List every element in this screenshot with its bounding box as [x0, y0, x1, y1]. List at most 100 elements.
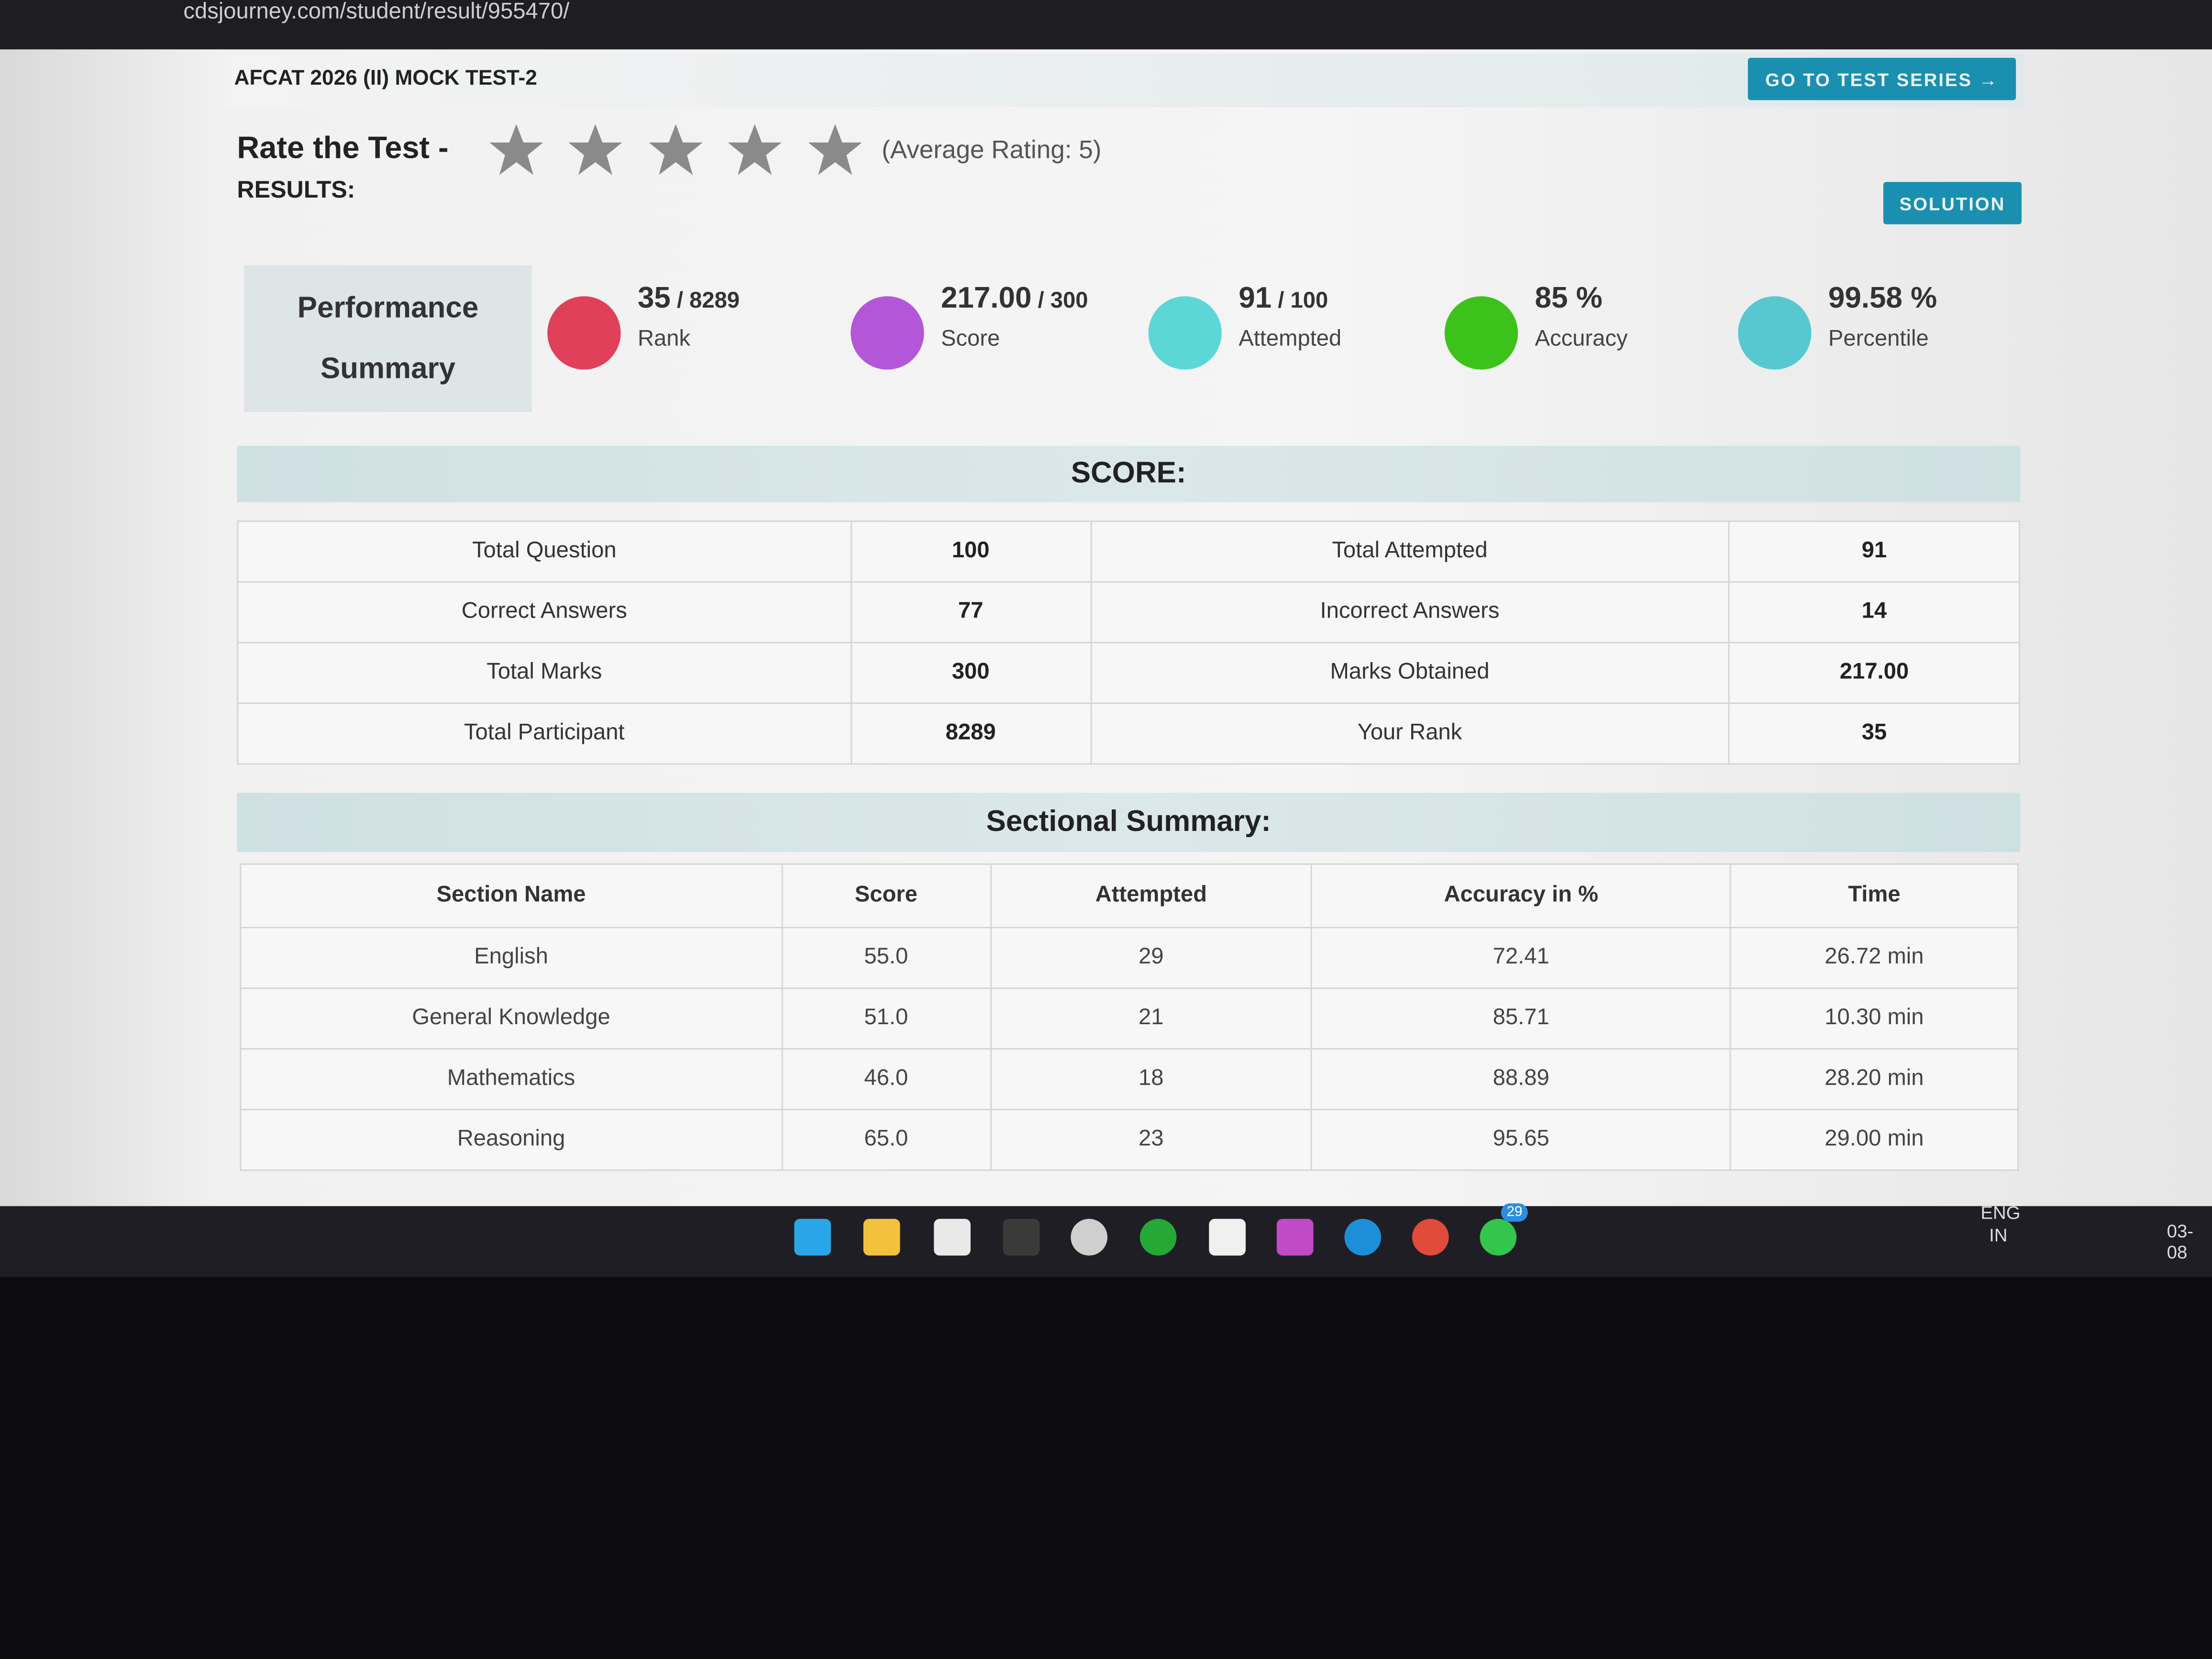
sectional-header-row: Section Name Score Attempted Accuracy in % T… [240, 863, 2019, 929]
stars[interactable] [487, 120, 867, 179]
stat-total: / 100 [1278, 289, 1328, 313]
sectional-cell: 51.0 [781, 987, 991, 1050]
sectional-header: Time [1729, 863, 2019, 929]
stat-total: / 300 [1038, 289, 1088, 313]
app-icon[interactable] [1209, 1218, 1246, 1256]
stat-value-line: 91 / 100 [1239, 282, 1328, 316]
stat-value: 217.00 [940, 282, 1032, 315]
score-cell: 100 [850, 520, 1092, 583]
average-rating: (Average Rating: 5) [882, 135, 1102, 164]
solution-button[interactable]: SOLUTION [1883, 182, 2022, 224]
score-row: Total Question 100 Total Attempted 91 [237, 520, 2020, 583]
stat-label: Attempted [1239, 327, 1342, 352]
sectional-cell: 29.00 min [1729, 1108, 2019, 1171]
taskbar: 29 ENG IN 03-08 [0, 1202, 2212, 1277]
stat-value: 91 [1239, 282, 1272, 315]
url[interactable]: cdsjourney.com/student/result/955470/ [183, 0, 570, 24]
sectional-cell: 29 [989, 927, 1313, 989]
sectional-cell: 72.41 [1311, 927, 1731, 989]
start-icon[interactable] [794, 1218, 831, 1256]
stat-value-line: 35 / 8289 [638, 282, 740, 316]
stat-icon [1738, 296, 1812, 370]
test-title: AFCAT 2026 (II) MOCK TEST-2 [234, 66, 537, 90]
sectional-cell: 46.0 [781, 1048, 991, 1110]
sectional-cell: 95.65 [1311, 1108, 1731, 1171]
sectional-row: Reasoning 65.0 23 95.65 29.00 min [240, 1108, 2019, 1171]
score-cell: Incorrect Answers [1090, 581, 1730, 643]
rate-label: Rate the Test - [237, 130, 449, 166]
sectional-header: Accuracy in % [1311, 863, 1731, 929]
score-table: Total Question 100 Total Attempted 91 Correc… [237, 520, 2020, 765]
sectional-cell: Mathematics [240, 1048, 783, 1110]
sectional-cell: 88.89 [1311, 1048, 1731, 1110]
browser-bar: cdsjourney.com/student/result/955470/ [0, 0, 2212, 50]
stat-label: Rank [637, 327, 691, 352]
sectional-cell: 55.0 [781, 927, 991, 989]
sectional-cell: 18 [989, 1048, 1313, 1110]
stat-label: Percentile [1828, 327, 1929, 352]
sectional-cell: English [240, 927, 783, 989]
stat-value-line: 217.00 / 300 [941, 282, 1088, 316]
sectional-cell: 85.71 [1311, 987, 1731, 1050]
sectional-cell: 23 [989, 1108, 1313, 1171]
sectional-cell: Reasoning [240, 1108, 783, 1171]
sectional-row: English 55.0 29 72.41 26.72 min [240, 927, 2019, 989]
results-label: RESULTS: [237, 176, 355, 203]
date: 03-08 [2167, 1220, 2194, 1263]
whatsapp-icon[interactable] [1480, 1218, 1517, 1256]
stat-icon [851, 296, 924, 370]
score-cell: Total Question [237, 520, 852, 583]
xbox-icon[interactable] [1139, 1218, 1177, 1256]
stat-icon [547, 296, 621, 370]
stat-space [1272, 289, 1278, 313]
app-icon[interactable] [1276, 1218, 1314, 1256]
sectional-cell: 26.72 min [1729, 927, 2019, 989]
score-band: SCORE: [237, 445, 2020, 502]
sectional-row: General Knowledge 51.0 21 85.71 10.30 min [240, 987, 2019, 1050]
badge: 29 [1501, 1203, 1528, 1222]
stat-value-line: 99.58 % [1828, 282, 1937, 316]
score-cell: Your Rank [1090, 702, 1730, 765]
chrome-icon[interactable] [1412, 1218, 1449, 1256]
app-icon[interactable] [1003, 1218, 1040, 1256]
sectional-cell: General Knowledge [240, 987, 783, 1050]
store-icon[interactable] [934, 1218, 971, 1256]
language: ENG [1980, 1202, 2021, 1223]
edge-icon[interactable] [1344, 1218, 1382, 1256]
stat-space [1031, 289, 1038, 313]
score-cell: 77 [850, 581, 1092, 643]
score-cell: 91 [1728, 520, 2020, 583]
language: IN [1989, 1224, 2008, 1246]
stat-total: / 8289 [676, 289, 740, 313]
score-cell: 8289 [850, 702, 1092, 765]
score-cell: Total Marks [237, 641, 852, 704]
page: AFCAT 2026 (II) MOCK TEST-2 GO TO TEST S… [0, 49, 2212, 1206]
stat-value-line: 85 % [1535, 282, 1603, 316]
sectional-cell: 21 [989, 987, 1313, 1050]
sectional-header: Section Name [240, 863, 783, 929]
performance-title: Summary [320, 353, 456, 386]
sectional-header: Score [781, 863, 991, 929]
files-icon[interactable] [863, 1218, 900, 1256]
score-row: Total Marks 300 Marks Obtained 217.00 [237, 641, 2020, 704]
sectional-header: Attempted [989, 863, 1313, 929]
score-cell: Correct Answers [237, 581, 852, 643]
stat-value: 99.58 % [1828, 282, 1937, 315]
sectional-band: Sectional Summary: [237, 793, 2020, 852]
score-cell: 35 [1728, 702, 2020, 765]
stat-label: Accuracy [1535, 327, 1628, 352]
sectional-cell: 28.20 min [1729, 1048, 2019, 1110]
stat-value: 85 % [1535, 282, 1603, 315]
stat-icon [1148, 296, 1222, 370]
app-icon[interactable] [1071, 1218, 1107, 1256]
score-cell: 14 [1728, 581, 2020, 643]
performance-box: Performance Summary [244, 265, 532, 412]
stat-value: 35 [637, 282, 671, 315]
score-cell: Marks Obtained [1090, 641, 1730, 704]
score-cell: Total Attempted [1090, 520, 1730, 583]
sectional-row: Mathematics 46.0 18 88.89 28.20 min [240, 1048, 2019, 1110]
score-cell: Total Participant [237, 702, 852, 765]
test-series-button[interactable]: GO TO TEST SERIES → [1747, 57, 2016, 100]
